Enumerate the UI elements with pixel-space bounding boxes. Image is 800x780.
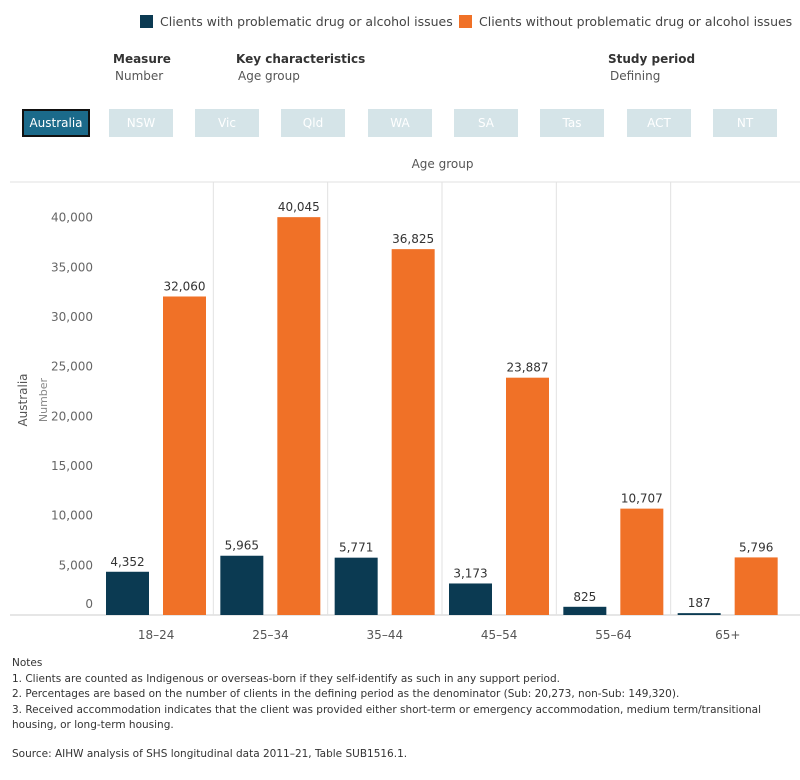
note-item-3: 3. Received accommodation indicates that…	[12, 703, 762, 732]
bar-value-label: 32,060	[164, 279, 206, 293]
bar-value-label: 40,045	[278, 200, 320, 214]
state-selector: Australia NSW Vic Qld WA SA Tas ACT NT	[0, 109, 800, 139]
notes-section: Notes 1. Clients are counted as Indigeno…	[12, 656, 787, 734]
key-characteristics-filter[interactable]: Key characteristics Age group	[236, 52, 365, 83]
bar-without-issues[interactable]	[391, 249, 435, 615]
bar-without-issues[interactable]	[163, 296, 206, 615]
x-tick-label: 35–44	[367, 628, 404, 642]
bar-value-label: 23,887	[507, 361, 549, 375]
y-axis-label: Number	[37, 377, 50, 422]
note-item-2: 2. Percentages are based on the number o…	[12, 688, 680, 700]
measure-filter[interactable]: Measure Number	[113, 52, 171, 83]
bar-value-label: 187	[688, 596, 711, 610]
state-button-sa[interactable]: SA	[454, 109, 518, 137]
study-period-filter[interactable]: Study period Defining	[608, 52, 695, 83]
x-tick-label: 65+	[715, 628, 740, 642]
legend-item-with-issues[interactable]: Clients with problematic drug or alcohol…	[140, 14, 453, 29]
y-tick-label: 15,000	[51, 459, 93, 473]
y-tick-label: 0	[85, 597, 93, 611]
bar-with-issues[interactable]	[106, 571, 149, 615]
state-button-nt[interactable]: NT	[713, 109, 777, 137]
bar-with-issues[interactable]	[677, 613, 721, 615]
bar-value-label: 825	[573, 590, 596, 604]
key-characteristics-filter-value[interactable]: Age group	[238, 69, 300, 83]
y-tick-label: 40,000	[51, 211, 93, 225]
bar-value-label: 10,707	[621, 492, 663, 506]
bar-with-issues[interactable]	[220, 555, 264, 615]
bar-value-label: 36,825	[392, 232, 434, 246]
y-tick-label: 30,000	[51, 310, 93, 324]
legend-item-without-issues[interactable]: Clients without problematic drug or alco…	[459, 14, 792, 29]
bar-chart: Australia Number 0 5,000 10,000 15,000 20,00…	[10, 181, 800, 642]
state-button-australia[interactable]: Australia	[22, 109, 90, 137]
bar-without-issues[interactable]	[734, 557, 778, 615]
y-tick-label: 25,000	[51, 360, 93, 374]
state-button-tas[interactable]: Tas	[540, 109, 604, 137]
legend-label-without-issues: Clients without problematic drug or alco…	[479, 14, 793, 29]
bar-with-issues[interactable]	[334, 557, 378, 615]
state-button-vic[interactable]: Vic	[195, 109, 259, 137]
chart-legend: Clients with problematic drug or alcohol…	[0, 12, 800, 34]
legend-swatch-with-issues	[140, 15, 153, 28]
x-axis-title: Age group	[411, 157, 474, 171]
state-button-qld[interactable]: Qld	[281, 109, 345, 137]
y-axis-outer-label: Australia	[16, 373, 30, 426]
legend-label-with-issues: Clients with problematic drug or alcohol…	[160, 14, 453, 29]
state-button-wa[interactable]: WA	[368, 109, 432, 137]
bar-value-label: 5,771	[339, 541, 373, 555]
key-characteristics-filter-label: Key characteristics	[236, 52, 366, 66]
bar-value-label: 5,965	[225, 539, 259, 553]
note-item-1: 1. Clients are counted as Indigenous or …	[12, 672, 560, 685]
bar-with-issues[interactable]	[449, 583, 492, 615]
bar-without-issues[interactable]	[277, 217, 321, 615]
bar-without-issues[interactable]	[506, 377, 549, 615]
y-tick-label: 10,000	[51, 509, 93, 523]
x-tick-label: 18–24	[138, 628, 175, 642]
y-tick-label: 5,000	[59, 558, 93, 572]
bar-without-issues[interactable]	[620, 508, 664, 615]
legend-swatch-without-issues	[459, 15, 472, 28]
bar-with-issues[interactable]	[563, 606, 607, 615]
x-tick-label: 45–54	[481, 628, 518, 642]
study-period-filter-value[interactable]: Defining	[610, 69, 661, 83]
source-note: Source: AIHW analysis of SHS longitudina…	[12, 748, 408, 760]
notes-heading: Notes	[12, 657, 43, 669]
bar-value-label: 4,352	[110, 555, 144, 569]
x-tick-label: 55–64	[595, 628, 632, 642]
x-tick-label: 25–34	[252, 628, 289, 642]
state-button-nsw[interactable]: NSW	[109, 109, 173, 137]
measure-filter-label: Measure	[113, 52, 171, 66]
bar-value-label: 5,796	[739, 540, 773, 554]
bar-value-label: 3,173	[453, 566, 487, 580]
study-period-filter-label: Study period	[608, 52, 696, 66]
y-tick-label: 20,000	[51, 409, 93, 423]
state-button-act[interactable]: ACT	[627, 109, 691, 137]
measure-filter-value[interactable]: Number	[115, 69, 164, 83]
y-tick-label: 35,000	[51, 260, 93, 274]
